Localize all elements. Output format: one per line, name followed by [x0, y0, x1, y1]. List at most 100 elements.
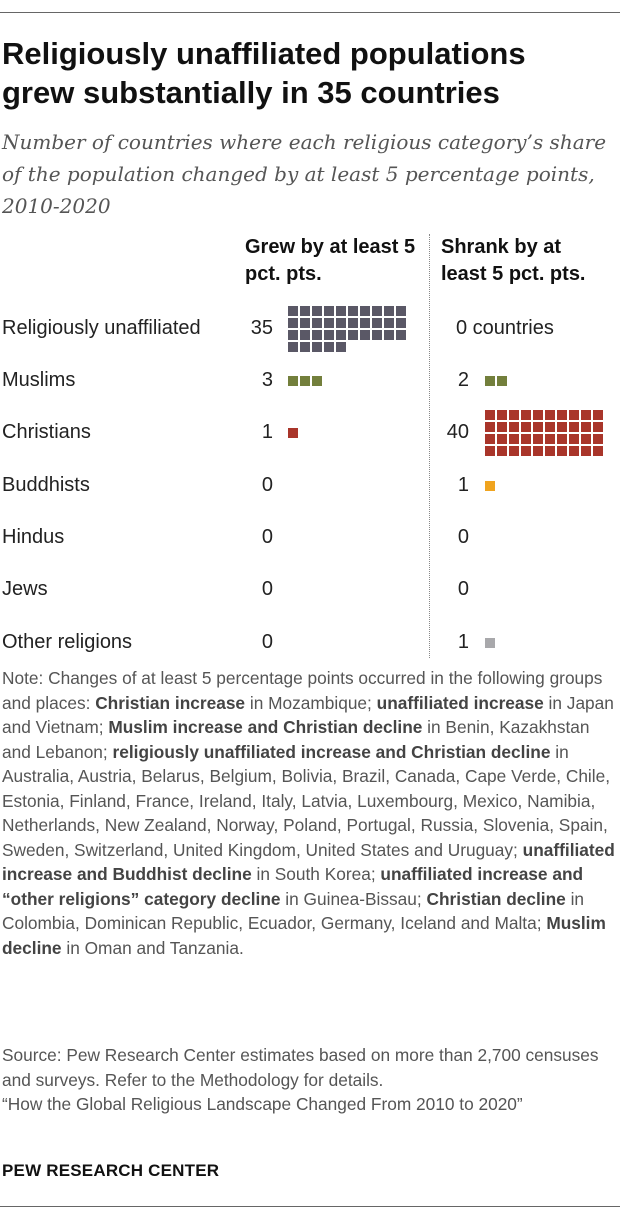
waffle-square: [509, 410, 519, 420]
waffle-square: [384, 318, 394, 328]
waffle-square: [300, 330, 310, 340]
shrank-value-jews: 0: [457, 578, 469, 600]
grew-value-religiously-unaffiliated: 35: [250, 317, 273, 339]
waffle-square: [324, 306, 334, 316]
grew-value-muslims: 3: [261, 369, 273, 391]
waffle-square: [396, 306, 406, 316]
note-segment: in Colombia, Dominican Republic, Ecuador…: [2, 888, 585, 934]
grew-squares-christians: [288, 428, 298, 438]
waffle-square: [485, 410, 495, 420]
waffle-square: [288, 330, 298, 340]
grew-value-hindus: 0: [261, 526, 273, 548]
grew-squares-muslims: [288, 376, 322, 386]
waffle-square: [581, 446, 591, 456]
report-title: “How the Global Religious Landscape Chan…: [2, 1094, 523, 1114]
waffle-square: [288, 306, 298, 316]
grew-value-christians: 1: [261, 421, 273, 443]
note-highlight: Muslim increase and Christian decline: [108, 717, 423, 737]
waffle-square: [360, 330, 370, 340]
note-segment: Note: Changes of at least 5 percentage p…: [2, 668, 603, 713]
top-rule: [0, 12, 620, 13]
row-label-religiously-unaffiliated: Religiously unaffiliated: [2, 317, 201, 339]
waffle-square: [497, 376, 507, 386]
waffle-square: [485, 446, 495, 456]
note-segment: in Oman and Tanzania.: [61, 937, 244, 958]
waffle-square: [545, 422, 555, 432]
waffle-square: [569, 434, 579, 444]
grew-value-buddhists: 0: [261, 474, 273, 496]
waffle-square: [324, 318, 334, 328]
waffle-square: [288, 428, 298, 438]
chart-title: Religiously unaffiliated populations gre…: [2, 36, 526, 110]
waffle-square: [545, 434, 555, 444]
grew-value-jews: 0: [261, 578, 273, 600]
waffle-square: [372, 330, 382, 340]
shrank-value-religiously-unaffiliated: 0 countries: [456, 317, 554, 339]
waffle-square: [593, 410, 603, 420]
waffle-square: [360, 306, 370, 316]
source-text: Source: Pew Research Center estimates ba…: [2, 1045, 599, 1090]
waffle-square: [521, 434, 531, 444]
shrank-value-muslims: 2: [457, 369, 469, 391]
waffle-square: [372, 318, 382, 328]
waffle-square: [348, 306, 358, 316]
waffle-square: [557, 410, 567, 420]
shrank-squares-christians: [485, 410, 603, 456]
waffle-square: [336, 306, 346, 316]
row-label-muslims: Muslims: [2, 369, 76, 391]
note-segment: in Benin, Kazakhstan and Lebanon;: [2, 717, 590, 762]
waffle-square: [300, 318, 310, 328]
brand-logo-text: PEW RESEARCH CENTER: [2, 1161, 220, 1180]
note-segment: in Australia, Austria, Belarus, Belgium,…: [2, 741, 611, 860]
waffle-square: [312, 330, 322, 340]
note-highlight: unaffiliated increase: [376, 692, 544, 713]
note-text: Note: Changes of at least 5 percentage p…: [2, 666, 616, 960]
waffle-square: [372, 306, 382, 316]
waffle-square: [324, 330, 334, 340]
waffle-square: [557, 434, 567, 444]
waffle-square: [533, 446, 543, 456]
waffle-square: [521, 446, 531, 456]
waffle-square: [497, 410, 507, 420]
waffle-square: [384, 330, 394, 340]
waffle-square: [509, 446, 519, 456]
waffle-square: [485, 422, 495, 432]
row-label-other-religions: Other religions: [2, 631, 133, 653]
source-block: Source: Pew Research Center estimates ba…: [2, 1043, 616, 1117]
note-highlight: Christian decline: [426, 888, 566, 909]
waffle-square: [312, 318, 322, 328]
note-segment: in South Korea;: [251, 864, 381, 884]
row-label-jews: Jews: [2, 578, 48, 600]
waffle-square: [557, 446, 567, 456]
column-header-shrank: Shrank by at least 5 pct. pts.: [441, 236, 586, 285]
bottom-rule: [0, 1206, 620, 1207]
waffle-square: [569, 446, 579, 456]
waffle-square: [384, 306, 394, 316]
shrank-value-hindus: 0: [457, 526, 469, 548]
column-header-grew: Grew by at least 5 pct. pts.: [245, 236, 416, 285]
waffle-square: [569, 422, 579, 432]
waffle-square: [593, 422, 603, 432]
waffle-square: [300, 376, 310, 386]
waffle-square: [396, 318, 406, 328]
note-highlight: religiously unaffiliated increase and Ch…: [112, 741, 551, 762]
shrank-squares-muslims: [485, 376, 507, 386]
waffle-square: [300, 342, 310, 352]
waffle-square: [557, 422, 567, 432]
waffle-square: [312, 306, 322, 316]
shrank-squares-buddhists: [485, 481, 495, 491]
waffle-square: [533, 434, 543, 444]
waffle-square: [533, 410, 543, 420]
note-highlight: unaffiliated increase and “other religio…: [2, 864, 584, 909]
waffle-square: [509, 422, 519, 432]
waffle-square: [533, 422, 543, 432]
waffle-square: [396, 330, 406, 340]
waffle-square: [593, 434, 603, 444]
waffle-square: [545, 446, 555, 456]
waffle-square: [288, 376, 298, 386]
waffle-square: [300, 306, 310, 316]
row-label-christians: Christians: [2, 421, 91, 443]
note-highlight: Christian increase: [95, 692, 246, 713]
shrank-value-other-religions: 1: [457, 631, 469, 653]
waffle-square: [312, 342, 322, 352]
